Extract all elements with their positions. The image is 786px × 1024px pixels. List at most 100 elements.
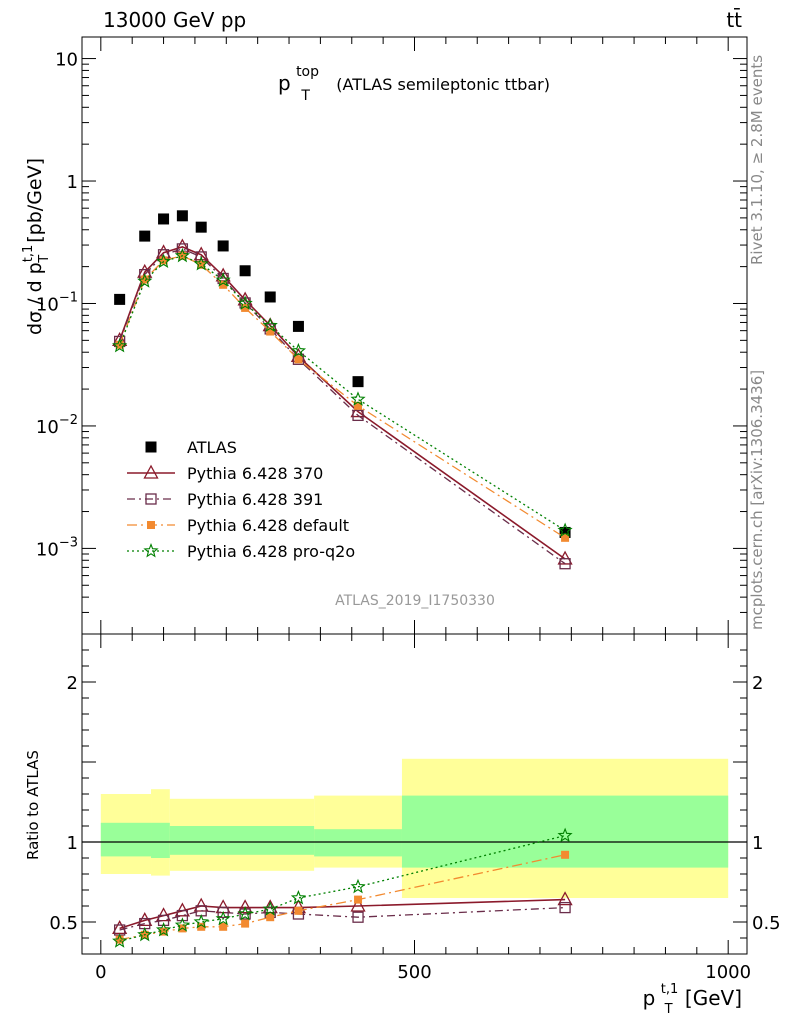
- ratio-point: [137, 926, 153, 942]
- ratio-y-tick-label-right: 1: [752, 833, 763, 854]
- ratio-point: [217, 906, 229, 919]
- ratio-y-tick-label: 2: [67, 673, 78, 694]
- data-point: [559, 526, 571, 538]
- ratio-point: [193, 913, 209, 929]
- xlabel-main: p: [643, 986, 656, 1010]
- x-tick-label: 500: [397, 962, 431, 983]
- ratio-line: [119, 898, 566, 930]
- ratio-plot-frame: [81, 633, 748, 955]
- data-point: [193, 255, 209, 271]
- data-point: [266, 327, 275, 336]
- x-axis-label: p t,1 T [GeV]: [643, 974, 742, 1018]
- data-point: [352, 409, 364, 422]
- ratio-y-tick-label-right: 0.5: [752, 913, 781, 934]
- uncertainty-band-inner: [169, 826, 315, 855]
- title-sup: top: [296, 64, 319, 80]
- legend-marker: [147, 521, 155, 529]
- main-ylabel: dσ / d pt,1T [pb/GeV]: [21, 158, 52, 335]
- data-point: [237, 295, 253, 310]
- legend-marker: [145, 441, 157, 453]
- ratio-point: [215, 910, 231, 926]
- ratio-point: [115, 935, 124, 944]
- data-point: [193, 246, 209, 261]
- title-rest: (ATLAS semileptonic ttbar): [336, 75, 550, 94]
- title-main: p: [278, 71, 291, 95]
- ratio-point: [157, 914, 170, 927]
- legend-marker: [143, 464, 159, 479]
- series-pythia-6-428-pro-q2o: [112, 247, 573, 538]
- xlabel-sub: T: [664, 1002, 673, 1017]
- ratio-series-pythia-6-428-pro-q2o: [112, 827, 573, 948]
- data-point: [159, 256, 168, 265]
- ratio-point: [559, 901, 571, 914]
- legend-entry: Pythia 6.428 370: [127, 464, 323, 483]
- ratio-point: [557, 891, 573, 906]
- legend-entry: Pythia 6.428 391: [127, 490, 323, 509]
- main-plot-series: [112, 210, 573, 570]
- data-point: [557, 550, 573, 565]
- xlabel-unit: [GeV]: [685, 986, 742, 1010]
- ratio-ylabel: Ratio to ATLAS: [24, 750, 42, 860]
- legend-entry: Pythia 6.428 default: [127, 516, 349, 535]
- legend-entry: Pythia 6.428 pro-q2o: [127, 542, 355, 561]
- data-point: [354, 401, 363, 410]
- energy-label: 13000 GeV pp: [103, 8, 246, 32]
- ratio-series-pythia-6-428-391: [113, 901, 571, 936]
- ratio-point: [193, 897, 209, 912]
- analysis-id: ATLAS_2019_I1750330: [335, 593, 495, 609]
- data-point: [292, 320, 304, 332]
- ratio-plot-axes: 0.5 0.5 1 1 2 2 0 500 1000: [49, 633, 781, 983]
- uncertainty-band-inner: [314, 829, 402, 857]
- ratio-point: [176, 909, 189, 922]
- legend: ATLAS Pythia 6.428 370 Pythia 6.428 391 Pyt…: [127, 438, 355, 561]
- legend-marker: [145, 493, 157, 505]
- data-point: [139, 230, 151, 242]
- data-point: [350, 391, 366, 406]
- ratio-point: [237, 905, 253, 921]
- data-point: [158, 213, 170, 225]
- data-point: [561, 533, 570, 542]
- ratio-point: [197, 922, 206, 931]
- rivet-label: Rivet 3.1.10, ≥ 2.8M events: [748, 55, 766, 265]
- ratio-point: [561, 850, 570, 859]
- ratio-y-tick-label-right: 2: [752, 673, 763, 694]
- data-point: [174, 247, 191, 263]
- ratio-point: [174, 917, 191, 932]
- data-point: [114, 293, 126, 305]
- y-tick-label: 10−3: [36, 535, 78, 560]
- data-point: [264, 291, 276, 303]
- series-line: [118, 246, 566, 560]
- data-point: [557, 522, 573, 538]
- title-sub: T: [300, 88, 310, 104]
- legend-label: Pythia 6.428 370: [187, 464, 323, 483]
- data-point: [219, 280, 228, 289]
- legend-label: Pythia 6.428 391: [187, 490, 323, 509]
- ratio-point: [155, 921, 172, 937]
- ratio-point: [294, 906, 303, 915]
- data-point: [559, 558, 571, 570]
- ratio-point: [155, 907, 172, 922]
- y-tick-label: 10−2: [36, 413, 78, 438]
- xlabel-sup: t,1: [661, 982, 679, 997]
- legend-entry: ATLAS: [145, 438, 237, 457]
- ratio-point: [137, 912, 153, 927]
- legend-marker: [143, 542, 159, 558]
- site-label: mcplots.cern.ch [arXiv:1306.3436]: [748, 370, 766, 630]
- ratio-point: [350, 897, 366, 912]
- ratio-point: [237, 899, 253, 914]
- data-point: [155, 253, 172, 269]
- ratio-point: [557, 827, 573, 843]
- ratio-line: [119, 906, 566, 931]
- ratio-point: [262, 901, 278, 916]
- data-point: [290, 342, 307, 358]
- ratio-point: [354, 895, 363, 904]
- uncertainty-band-inner: [100, 822, 152, 857]
- main-plot-frame: [81, 36, 748, 635]
- series-atlas: [114, 210, 571, 538]
- data-point: [140, 275, 149, 284]
- y-tick-label: 1: [67, 172, 78, 193]
- ratio-point: [290, 889, 307, 905]
- ratio-point: [266, 913, 275, 922]
- data-point: [352, 376, 364, 388]
